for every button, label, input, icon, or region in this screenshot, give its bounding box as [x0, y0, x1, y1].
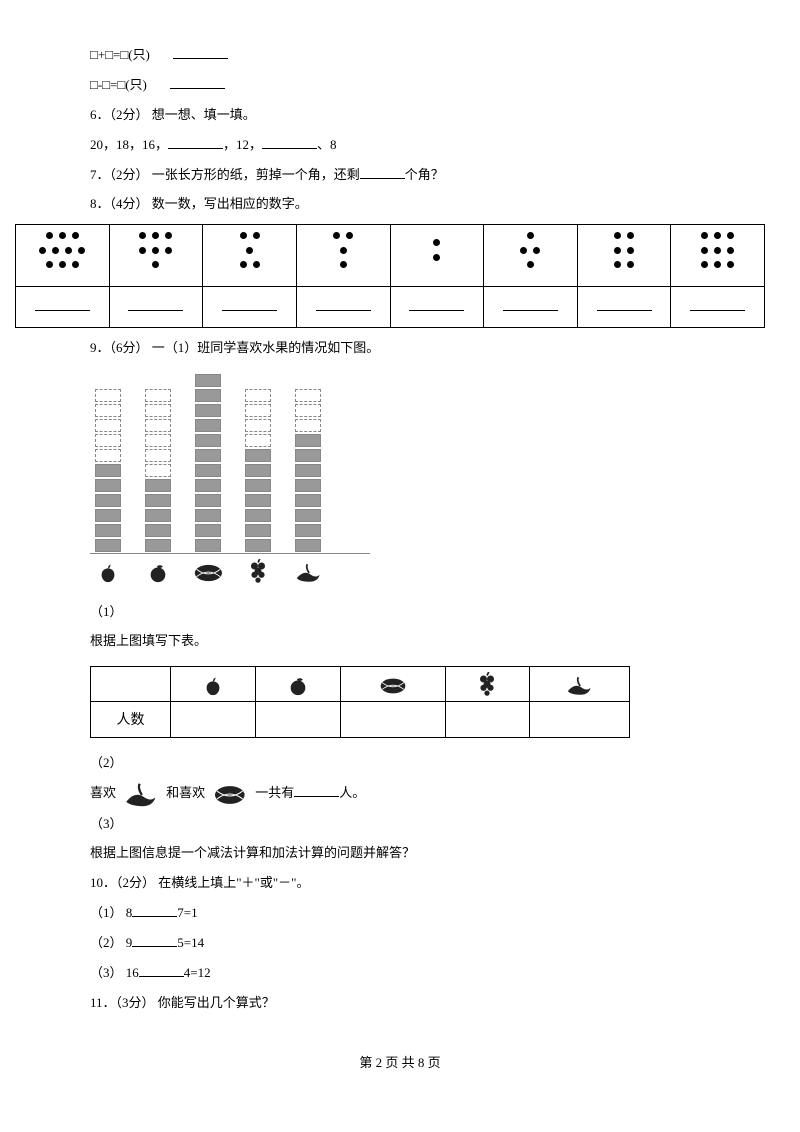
fruit-header-grape: [445, 667, 530, 702]
q5-line2: □-□=□(只): [90, 70, 710, 100]
q7-blank[interactable]: [360, 165, 405, 179]
q6-seq-c: 、8: [317, 137, 337, 152]
dot-cell-2: [203, 225, 297, 286]
dot-ans-3[interactable]: [296, 286, 390, 327]
q5-expr1: □+□=□(只): [90, 47, 150, 62]
dot-ans-1[interactable]: [109, 286, 203, 327]
q8-prompt: 8．（4分） 数一数，写出相应的数字。: [90, 189, 710, 219]
fruit-header-watermelon: [340, 667, 445, 702]
apple-icon: [90, 557, 126, 587]
fruit-header-blank: [91, 667, 171, 702]
fruit-header-apple: [171, 667, 256, 702]
dot-cell-4: [390, 225, 484, 286]
fruit-blank-5[interactable]: [530, 702, 630, 737]
q10-blank-0[interactable]: [132, 903, 177, 917]
dot-ans-5[interactable]: [484, 286, 578, 327]
dot-ans-2[interactable]: [203, 286, 297, 327]
q11-prompt: 11．（3分） 你能写出几个算式？: [90, 988, 710, 1018]
q5-blank2[interactable]: [170, 75, 225, 89]
fruit-blank-4[interactable]: [445, 702, 530, 737]
q9-sub2-b: 和喜欢: [166, 785, 205, 800]
q7-line: 7．（2分） 一张长方形的纸，剪掉一个角，还剩 个角？: [90, 160, 710, 190]
q10-item-0: （1） 87=1: [90, 898, 710, 928]
fruit-row-label: 人数: [91, 702, 171, 737]
peach-icon: [290, 557, 326, 587]
q6-blank2[interactable]: [262, 135, 317, 149]
q9-sub2-blank[interactable]: [294, 783, 339, 797]
q9-sub3-num: （3）: [90, 809, 710, 839]
dot-ans-4[interactable]: [390, 286, 484, 327]
q5-line1: □+□=□(只): [90, 40, 710, 70]
q9-sub3: 根据上图信息提一个减法计算和加法计算的问题并解答？: [90, 838, 710, 868]
q10-item-2: （3） 164=12: [90, 958, 710, 988]
bar-grape: [240, 388, 276, 553]
q9-sub2-a: 喜欢: [90, 785, 116, 800]
dot-ans-6[interactable]: [577, 286, 671, 327]
fruit-header-peach: [530, 667, 630, 702]
q6-seq-a: 20，18，16，: [90, 137, 168, 152]
dot-ans-7[interactable]: [671, 286, 765, 327]
q10-blank-2[interactable]: [139, 963, 184, 977]
q7-b: 个角？: [405, 167, 444, 182]
q9-sub2: 喜欢 和喜欢 一共有 人。: [90, 778, 710, 809]
q10-blank-1[interactable]: [132, 933, 177, 947]
q9-sub2-c: 一共有: [255, 785, 294, 800]
grape-icon: [240, 557, 276, 587]
dot-ans-0[interactable]: [16, 286, 110, 327]
bar-peach: [290, 388, 326, 553]
q6-seq-b: ，12，: [223, 137, 262, 152]
dot-cell-0: [16, 225, 110, 286]
q10-item-1: （2） 95=14: [90, 928, 710, 958]
bar-apple: [90, 388, 126, 553]
dot-cell-5: [484, 225, 578, 286]
q10-prompt: 10．（2分） 在横线上填上"＋"或"－"。: [90, 868, 710, 898]
watermelon-icon: [190, 557, 226, 587]
q6-prompt: 6．（2分） 想一想、填一填。: [90, 100, 710, 130]
q5-blank1[interactable]: [173, 45, 228, 59]
q6-blank1[interactable]: [168, 135, 223, 149]
q9-sub2-d: 人。: [339, 785, 365, 800]
fruit-data-table: 人数: [90, 666, 630, 737]
q5-expr2: □-□=□(只): [90, 77, 147, 92]
dot-cell-7: [671, 225, 765, 286]
q9-prompt: 9．（6分） 一（1）班同学喜欢水果的情况如下图。: [90, 333, 710, 363]
fruit-chart: [90, 373, 370, 554]
q7-a: 7．（2分） 一张长方形的纸，剪掉一个角，还剩: [90, 167, 360, 182]
fruit-header-orange: [255, 667, 340, 702]
dot-cell-6: [577, 225, 671, 286]
dot-cell-1: [109, 225, 203, 286]
fruit-blank-2[interactable]: [255, 702, 340, 737]
q9-sub2-num: （2）: [90, 748, 710, 778]
fruit-blank-3[interactable]: [340, 702, 445, 737]
watermelon-icon: [213, 779, 247, 809]
q9-sub1: 根据上图填写下表。: [90, 626, 710, 656]
bar-watermelon: [190, 373, 226, 553]
page-footer: 第 2 页 共 8 页: [90, 1048, 710, 1078]
dots-table: [15, 224, 765, 327]
fruit-icon-row: [90, 557, 370, 587]
dot-cell-3: [296, 225, 390, 286]
q9-sub1-num: （1）: [90, 597, 710, 627]
fruit-blank-1[interactable]: [171, 702, 256, 737]
orange-icon: [140, 557, 176, 587]
peach-icon: [124, 779, 158, 809]
q6-sequence: 20，18，16， ，12， 、8: [90, 130, 710, 160]
bar-orange: [140, 388, 176, 553]
